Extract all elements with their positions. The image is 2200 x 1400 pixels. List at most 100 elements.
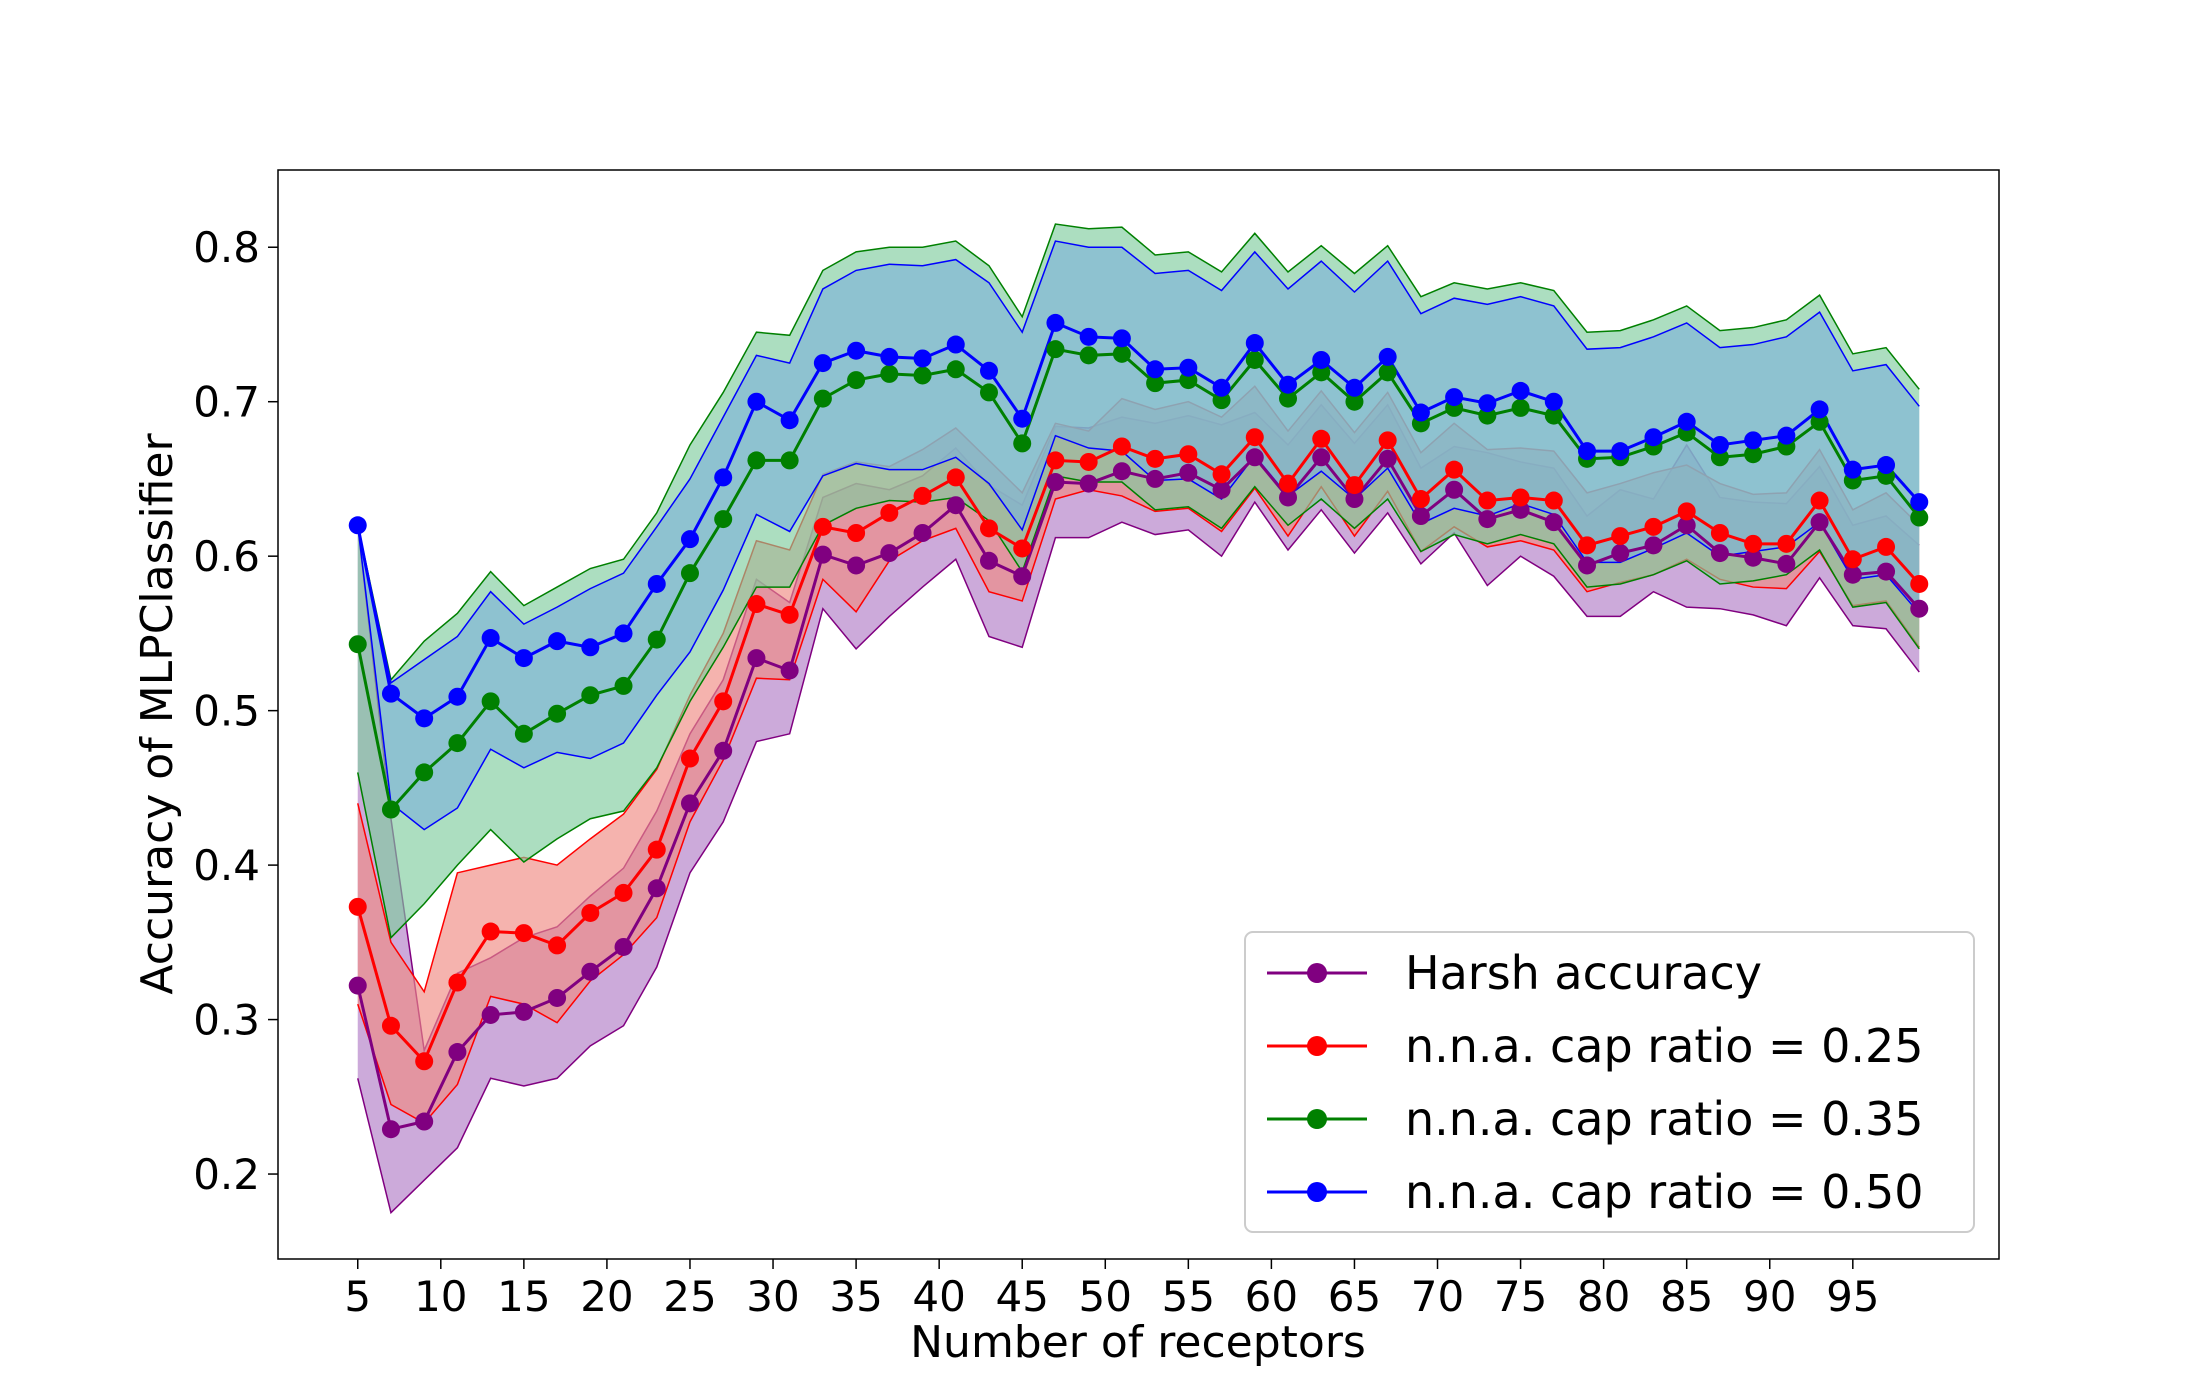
y-tick-label: 0.3 <box>193 996 260 1045</box>
data-point <box>1146 449 1165 468</box>
x-tick-label: 30 <box>746 1272 799 1321</box>
data-point <box>1079 327 1098 346</box>
data-point <box>1378 449 1397 468</box>
data-point <box>481 922 500 941</box>
data-point <box>1677 412 1696 431</box>
data-point <box>913 486 932 505</box>
data-point <box>1345 490 1364 509</box>
data-point <box>1578 536 1597 555</box>
data-point <box>1013 539 1032 558</box>
data-point <box>1511 488 1530 507</box>
data-point <box>847 524 866 542</box>
data-point <box>1112 437 1131 456</box>
data-point <box>1345 476 1364 495</box>
data-point <box>1179 371 1198 390</box>
x-tick-label: 40 <box>912 1272 965 1321</box>
data-point <box>1511 398 1530 417</box>
legend-label-0: Harsh accuracy <box>1405 946 1762 1000</box>
x-tick-label: 15 <box>497 1272 550 1321</box>
data-point <box>747 649 766 668</box>
x-tick-label: 75 <box>1494 1272 1547 1321</box>
data-point <box>581 903 600 922</box>
x-tick-label: 55 <box>1162 1272 1215 1321</box>
data-point <box>714 468 733 487</box>
data-point <box>1179 358 1198 377</box>
data-point <box>847 556 866 575</box>
x-tick-label: 90 <box>1743 1272 1796 1321</box>
data-point <box>1644 428 1663 447</box>
data-point <box>1245 350 1264 369</box>
data-point <box>1212 391 1231 410</box>
legend-box <box>1244 931 1975 1233</box>
data-point <box>1544 406 1563 425</box>
data-point <box>1245 428 1264 447</box>
data-point <box>1744 431 1763 450</box>
data-point <box>946 360 965 379</box>
data-point <box>1843 460 1862 479</box>
data-point <box>1843 565 1862 584</box>
data-point <box>946 468 965 487</box>
band-upper-edge-2 <box>357 223 1920 682</box>
data-point <box>1744 534 1763 553</box>
data-point <box>1212 480 1231 499</box>
x-tick-label: 50 <box>1079 1272 1132 1321</box>
y-axis-title: Accuracy of MLPClassifier <box>132 433 183 995</box>
data-point <box>348 976 367 995</box>
x-tick-label: 85 <box>1660 1272 1713 1321</box>
y-tick-label: 0.8 <box>193 223 260 272</box>
band-lower-edge-2 <box>357 474 1920 940</box>
data-point <box>1378 431 1397 450</box>
data-point <box>747 451 766 470</box>
data-point <box>1710 448 1729 467</box>
data-point <box>1279 474 1298 493</box>
x-tick-label: 45 <box>995 1272 1048 1321</box>
data-point <box>680 564 699 583</box>
data-point <box>714 510 733 529</box>
data-point <box>1312 363 1331 382</box>
legend-marker-3 <box>1307 1182 1327 1202</box>
data-point <box>1744 445 1763 464</box>
data-point <box>1046 473 1065 492</box>
plot-frame <box>277 169 2000 1260</box>
data-point <box>1245 334 1264 353</box>
legend-marker-1 <box>1307 1036 1327 1056</box>
data-point <box>514 724 533 743</box>
band-lower-edge-0 <box>357 500 1920 1215</box>
data-point <box>1013 567 1032 586</box>
data-point <box>1810 412 1829 431</box>
data-point <box>1378 363 1397 382</box>
data-point <box>381 1016 400 1035</box>
x-tick-label: 65 <box>1328 1272 1381 1321</box>
data-point <box>1810 491 1829 510</box>
data-point <box>1245 448 1264 467</box>
data-point <box>1644 517 1663 536</box>
data-point <box>1611 527 1630 546</box>
data-point <box>1079 346 1098 365</box>
data-point <box>348 635 367 654</box>
data-point <box>381 1120 400 1139</box>
data-point <box>1046 340 1065 359</box>
x-tick-label: 5 <box>344 1272 371 1321</box>
data-point <box>880 347 899 366</box>
x-tick-label: 60 <box>1245 1272 1298 1321</box>
data-point <box>647 840 666 859</box>
data-point <box>448 973 467 992</box>
data-point <box>1544 392 1563 411</box>
x-tick-label: 10 <box>414 1272 467 1321</box>
x-axis-ticks: 5 10 15 20 25 30 35 40 45 50 55 60 65 70 75 80 85 90 95 <box>344 1259 1880 1321</box>
x-tick-label: 80 <box>1577 1272 1630 1321</box>
x-tick-label: 25 <box>663 1272 716 1321</box>
data-point <box>1511 500 1530 519</box>
data-point <box>747 595 766 614</box>
data-point <box>747 392 766 411</box>
data-point <box>1046 451 1065 470</box>
data-point <box>1179 463 1198 482</box>
data-point <box>514 924 533 943</box>
data-point <box>614 883 633 902</box>
y-tick-label: 0.4 <box>193 841 260 890</box>
legend-label-1: n.n.a. cap ratio = 0.25 <box>1405 1019 1924 1073</box>
data-point <box>1146 360 1165 379</box>
band-upper-edge-3 <box>357 240 1920 685</box>
data-point <box>1877 537 1896 556</box>
data-point <box>813 354 832 373</box>
